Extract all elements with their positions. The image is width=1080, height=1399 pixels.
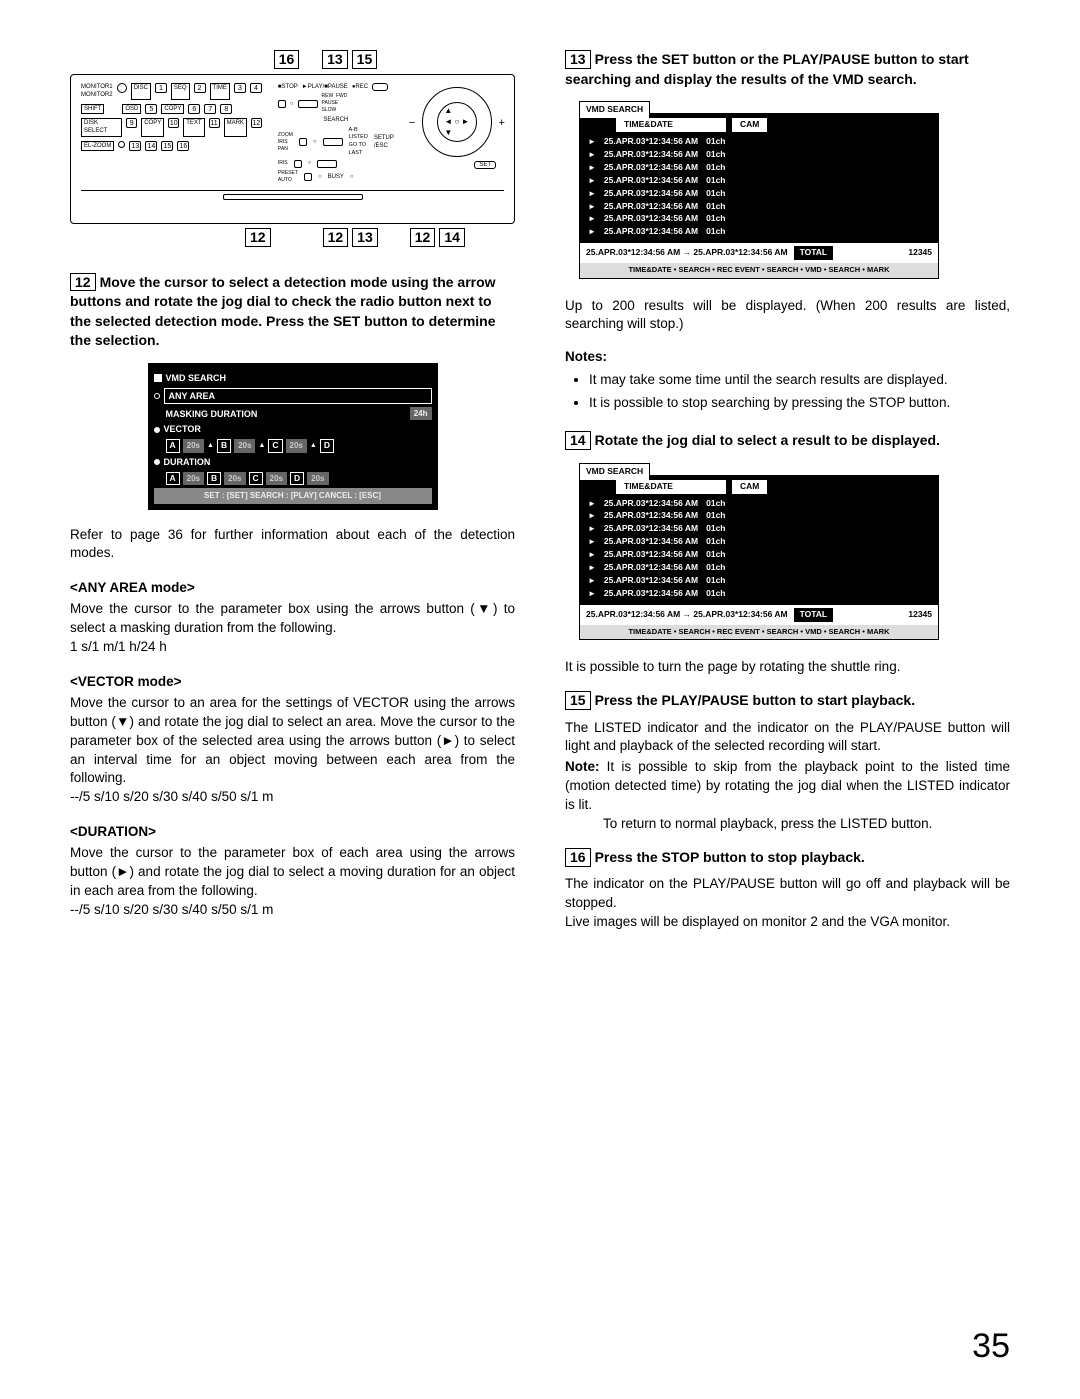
step-16-text: Press the STOP button to stop playback. bbox=[595, 849, 865, 865]
step-15-heading: 15Press the PLAY/PAUSE button to start p… bbox=[565, 691, 1010, 711]
step-12-after: Refer to page 36 for further information… bbox=[70, 526, 515, 564]
callout-14b: 14 bbox=[439, 228, 465, 247]
rp2-total-val: 12345 bbox=[908, 609, 932, 621]
notes-list: It may take some time until the search r… bbox=[565, 371, 1010, 413]
step-15-body: The LISTED indicator and the indicator o… bbox=[565, 719, 1010, 757]
step-12-num: 12 bbox=[70, 273, 96, 292]
step-14-heading: 14Rotate the jog dial to select a result… bbox=[565, 431, 1010, 451]
device-panel-diagram: MONITOR1MONITOR2 DISC 1 SEQ 2 TIME 3 4 S… bbox=[70, 74, 515, 224]
step-13-text: Press the SET button or the PLAY/PAUSE b… bbox=[565, 51, 969, 87]
rp1-nav: TIME&DATE • SEARCH • REC EVENT • SEARCH … bbox=[580, 263, 938, 278]
step-14-after: It is possible to turn the page by rotat… bbox=[565, 658, 1010, 677]
list-item: ►25.APR.03*12:34:56 AM01ch bbox=[588, 498, 930, 510]
list-item: ►25.APR.03*12:34:56 AM01ch bbox=[588, 562, 930, 574]
results-panel-1: VMD SEARCH TIME&DATE CAM ►25.APR.03*12:3… bbox=[579, 113, 939, 278]
rp2-range: 25.APR.03*12:34:56 AM → 25.APR.03*12:34:… bbox=[586, 609, 788, 621]
callout-12b: 12 bbox=[323, 228, 349, 247]
mode-anyarea-title: <ANY AREA mode> bbox=[70, 579, 515, 598]
list-item: ►25.APR.03*12:34:56 AM01ch bbox=[588, 549, 930, 561]
step-13-after: Up to 200 results will be displayed. (Wh… bbox=[565, 297, 1010, 335]
step-15-num: 15 bbox=[565, 691, 591, 710]
step-15-text: Press the PLAY/PAUSE button to start pla… bbox=[595, 692, 916, 708]
step-13-num: 13 bbox=[565, 50, 591, 69]
step-12-heading: 12Move the cursor to select a detection … bbox=[70, 273, 515, 351]
step-12-text: Move the cursor to select a detection mo… bbox=[70, 274, 496, 349]
callout-16: 16 bbox=[274, 50, 300, 69]
step-14-num: 14 bbox=[565, 431, 591, 450]
note-1: It may take some time until the search r… bbox=[589, 371, 1010, 390]
vmd-vector: VECTOR bbox=[164, 423, 201, 436]
list-item: ►25.APR.03*12:34:56 AM01ch bbox=[588, 536, 930, 548]
list-item: ►25.APR.03*12:34:56 AM01ch bbox=[588, 523, 930, 535]
top-callouts: 16 1315 bbox=[140, 50, 515, 70]
list-item: ►25.APR.03*12:34:56 AM01ch bbox=[588, 188, 930, 200]
left-column: 16 1315 MONITOR1MONITOR2 DISC 1 SEQ 2 TI… bbox=[70, 50, 515, 946]
callout-15: 15 bbox=[352, 50, 378, 69]
rp1-tab: VMD SEARCH bbox=[579, 101, 650, 118]
rp1-h2: CAM bbox=[732, 118, 767, 132]
list-item: ►25.APR.03*12:34:56 AM01ch bbox=[588, 510, 930, 522]
step-13-heading: 13Press the SET button or the PLAY/PAUSE… bbox=[565, 50, 1010, 89]
step-14-text: Rotate the jog dial to select a result t… bbox=[595, 432, 940, 448]
rp1-total-val: 12345 bbox=[908, 247, 932, 259]
list-item: ►25.APR.03*12:34:56 AM01ch bbox=[588, 175, 930, 187]
callout-12c: 12 bbox=[410, 228, 436, 247]
step-15-note-label: Note: bbox=[565, 759, 600, 774]
rp2-total-label: TOTAL bbox=[794, 608, 834, 622]
callout-12a: 12 bbox=[245, 228, 271, 247]
list-item: ►25.APR.03*12:34:56 AM01ch bbox=[588, 201, 930, 213]
mode-vector-title: <VECTOR mode> bbox=[70, 673, 515, 692]
vmd-masking: MASKING DURATION bbox=[166, 408, 258, 421]
step-16-body2: Live images will be displayed on monitor… bbox=[565, 913, 1010, 932]
mode-duration-title: <DURATION> bbox=[70, 823, 515, 842]
rp1-total-label: TOTAL bbox=[794, 246, 834, 260]
bottom-callouts: 12 1213 1214 bbox=[70, 228, 515, 247]
step-15-note-body2: To return to normal playback, press the … bbox=[565, 815, 1010, 834]
list-item: ►25.APR.03*12:34:56 AM01ch bbox=[588, 162, 930, 174]
callout-13b: 13 bbox=[352, 228, 378, 247]
rp2-tab: VMD SEARCH bbox=[579, 463, 650, 480]
vmd-duration: DURATION bbox=[164, 456, 211, 469]
list-item: ►25.APR.03*12:34:56 AM01ch bbox=[588, 575, 930, 587]
list-item: ►25.APR.03*12:34:56 AM01ch bbox=[588, 213, 930, 225]
results-panel-2: VMD SEARCH TIME&DATE CAM ►25.APR.03*12:3… bbox=[579, 475, 939, 640]
page-number: 35 bbox=[972, 1323, 1010, 1371]
mode-anyarea-body: Move the cursor to the parameter box usi… bbox=[70, 600, 515, 638]
rp2-nav: TIME&DATE • SEARCH • REC EVENT • SEARCH … bbox=[580, 625, 938, 640]
list-item: ►25.APR.03*12:34:56 AM01ch bbox=[588, 136, 930, 148]
rp2-h2: CAM bbox=[732, 480, 767, 494]
mode-duration-vals: --/5 s/10 s/20 s/30 s/40 s/50 s/1 m bbox=[70, 901, 515, 920]
vmd-masking-val: 24h bbox=[410, 407, 432, 420]
mode-anyarea-vals: 1 s/1 m/1 h/24 h bbox=[70, 638, 515, 657]
list-item: ►25.APR.03*12:34:56 AM01ch bbox=[588, 149, 930, 161]
step-16-num: 16 bbox=[565, 848, 591, 867]
notes-label: Notes: bbox=[565, 348, 1010, 367]
mode-duration-body: Move the cursor to the parameter box of … bbox=[70, 844, 515, 901]
callout-13: 13 bbox=[322, 50, 348, 69]
step-16-body1: The indicator on the PLAY/PAUSE button w… bbox=[565, 875, 1010, 913]
step-16-heading: 16Press the STOP button to stop playback… bbox=[565, 848, 1010, 868]
note-2: It is possible to stop searching by pres… bbox=[589, 394, 1010, 413]
rp1-h1: TIME&DATE bbox=[616, 118, 726, 132]
mode-vector-body: Move the cursor to an area for the setti… bbox=[70, 694, 515, 788]
rp1-range: 25.APR.03*12:34:56 AM → 25.APR.03*12:34:… bbox=[586, 247, 788, 259]
right-column: 13Press the SET button or the PLAY/PAUSE… bbox=[565, 50, 1010, 946]
mode-vector-vals: --/5 s/10 s/20 s/30 s/40 s/50 s/1 m bbox=[70, 788, 515, 807]
list-item: ►25.APR.03*12:34:56 AM01ch bbox=[588, 226, 930, 238]
step-15-note-body: It is possible to skip from the playback… bbox=[565, 759, 1010, 812]
vmd-anyarea: ANY AREA bbox=[164, 388, 432, 405]
rp2-h1: TIME&DATE bbox=[616, 480, 726, 494]
vmd-search-panel: VMD SEARCH ANY AREA MASKING DURATION24h … bbox=[148, 363, 438, 510]
vmd-footer: SET : [SET] SEARCH : [PLAY] CANCEL : [ES… bbox=[154, 488, 432, 503]
list-item: ►25.APR.03*12:34:56 AM01ch bbox=[588, 588, 930, 600]
vmd-title: VMD SEARCH bbox=[166, 372, 227, 385]
